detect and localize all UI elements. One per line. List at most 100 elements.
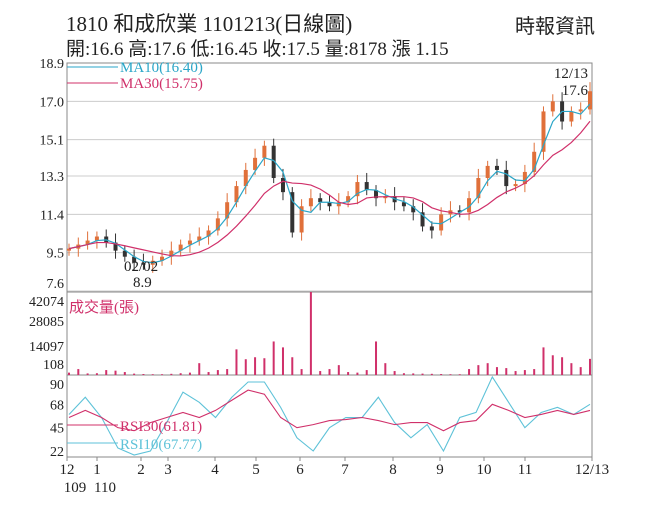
x-tick-label: 6: [296, 462, 304, 478]
candle-body: [160, 256, 165, 261]
x-tick-label: 5: [252, 462, 260, 478]
x-tick-label: 7: [341, 462, 349, 478]
volume-bar: [486, 363, 489, 375]
volume-bar: [495, 367, 498, 375]
rsi-tick-label: 22: [50, 445, 64, 460]
candle-body: [485, 165, 490, 179]
volume-tick-label: 42074: [29, 295, 64, 310]
candle-body: [411, 206, 416, 213]
candle-body: [355, 182, 360, 197]
candle-body: [206, 230, 211, 237]
volume-bar: [356, 372, 359, 375]
candle-body: [578, 109, 583, 112]
volume-bar: [151, 374, 154, 375]
candle-body: [94, 236, 99, 241]
volume-bar: [86, 373, 89, 375]
volume-bar: [440, 374, 443, 375]
candle-body: [308, 198, 313, 207]
ma30-line: [68, 120, 591, 257]
volume-bar: [226, 369, 229, 375]
price-tick-label: 13.3: [40, 170, 65, 185]
price-tick-label: 18.9: [40, 57, 65, 72]
candle-body: [374, 190, 379, 199]
rsi-tick-label: 90: [50, 378, 64, 393]
candle-body: [271, 145, 276, 179]
volume-bar: [291, 357, 294, 375]
volume-bar: [523, 370, 526, 375]
volume-bar: [142, 374, 145, 375]
volume-bar: [272, 341, 275, 375]
rsi10-line: [68, 375, 591, 456]
volume-bar: [68, 372, 70, 375]
candle-body: [280, 178, 285, 193]
x-tick-label: 4: [211, 462, 219, 478]
volume-bar: [533, 369, 536, 375]
volume-tick-label: 28085: [29, 315, 64, 330]
candle-body: [569, 111, 574, 122]
volume-bar: [579, 367, 582, 375]
candle-body: [141, 262, 146, 265]
price-tick-label: 9.5: [47, 247, 65, 262]
x-tick-label: 1: [93, 462, 101, 478]
candle-body: [243, 169, 248, 187]
volume-bar: [263, 358, 266, 375]
x-tick-label: 9: [436, 462, 444, 478]
ma10-line: [68, 103, 591, 264]
x-tick-year-label: 110: [94, 480, 116, 496]
quote-summary: 開:16.6 高:17.6 低:16.45 收:17.5 量:8178 漲 1.…: [66, 39, 449, 60]
candle-body: [178, 244, 183, 251]
price-tick-label: 15.1: [40, 134, 65, 149]
volume-bar: [458, 374, 461, 375]
candle-body: [588, 91, 592, 110]
plot-frame: [66, 62, 593, 458]
volume-bar: [505, 368, 508, 375]
volume-bar: [384, 363, 387, 375]
volume-bar: [328, 369, 331, 375]
candle-body: [299, 206, 304, 233]
volume-bar: [170, 373, 173, 375]
volume-bar: [347, 372, 350, 375]
volume-bar: [421, 373, 424, 375]
volume-bar: [561, 357, 564, 375]
candle-body: [253, 157, 258, 170]
high-value-label: 17.6: [562, 83, 589, 99]
candle-body: [476, 178, 481, 199]
candle-body: [85, 240, 90, 245]
volume-bar: [133, 373, 136, 375]
volume-bar: [477, 365, 480, 375]
volume-bar: [393, 371, 396, 375]
volume-bar: [77, 369, 80, 375]
price-tick-label: 7.6: [47, 277, 65, 292]
candle-body: [132, 256, 137, 263]
candle-body: [439, 214, 444, 231]
x-tick-year-label: 109: [64, 480, 87, 496]
volume-bar: [123, 372, 126, 375]
candle-body: [457, 210, 462, 213]
x-tick-label: 11: [518, 462, 532, 478]
candle-body: [429, 226, 434, 231]
candle-body: [522, 171, 527, 185]
candle-body: [225, 202, 230, 219]
candle-body: [113, 242, 118, 251]
volume-bar: [589, 358, 591, 375]
low-value-label: 8.9: [133, 275, 152, 291]
rsi30-legend: RSI30(61.81): [120, 419, 202, 435]
volume-bar: [375, 341, 378, 375]
volume-bar: [337, 365, 340, 375]
high-date-label: 12/13: [554, 66, 588, 82]
candle-body: [504, 169, 509, 187]
volume-bar: [514, 371, 517, 375]
candle-body: [336, 202, 341, 207]
volume-bar: [105, 370, 108, 375]
volume-bar: [179, 373, 182, 375]
candle-body: [197, 236, 202, 241]
volume-bar: [235, 349, 238, 375]
candle-body: [420, 212, 425, 227]
volume-bar: [244, 359, 247, 375]
volume-bar: [216, 370, 219, 375]
volume-bar: [95, 373, 98, 375]
volume-bar: [412, 373, 415, 375]
candle-body: [169, 250, 174, 257]
